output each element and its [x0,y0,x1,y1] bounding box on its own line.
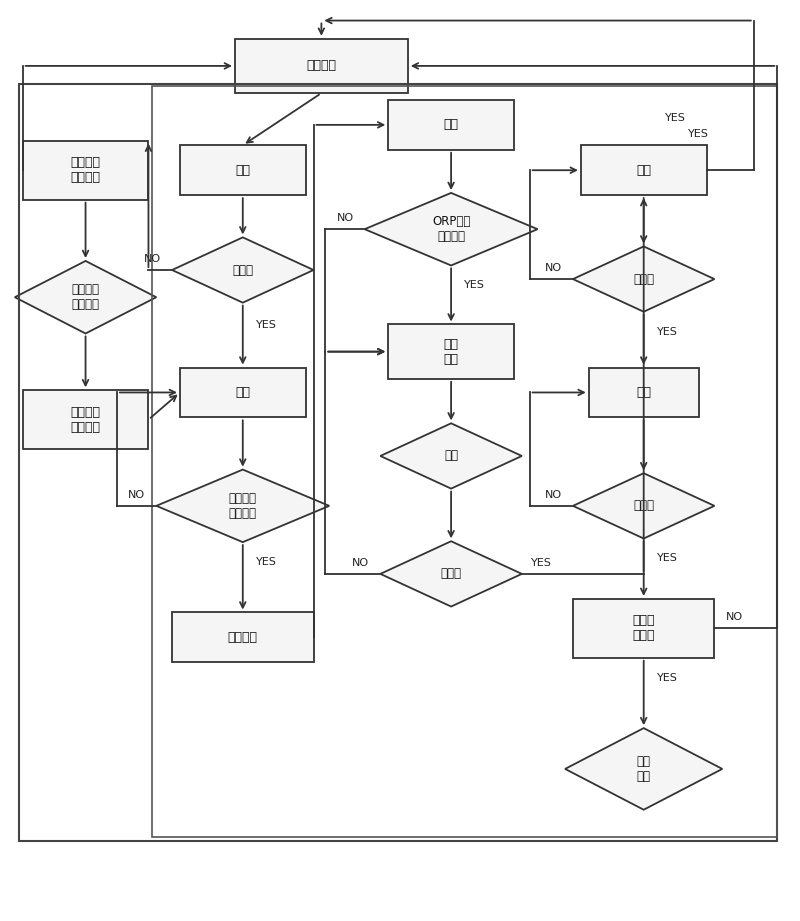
Text: 时间到: 时间到 [633,499,654,512]
Text: 继续曝气
半个小时: 继续曝气 半个小时 [70,157,101,184]
Polygon shape [15,261,156,333]
Text: 静沉: 静沉 [444,449,458,462]
Bar [573,599,714,658]
Text: 时间到: 时间到 [441,567,462,580]
Polygon shape [573,247,714,311]
Text: 曝气: 曝气 [235,386,250,399]
Text: 液位下降
速度达标: 液位下降 速度达标 [229,492,257,519]
Text: 闲置: 闲置 [636,386,651,399]
Bar [152,86,778,837]
Bar [581,146,706,195]
Text: NO: NO [545,263,562,274]
Polygon shape [156,470,330,542]
Text: NO: NO [337,214,354,223]
Bar [180,146,306,195]
Text: NO: NO [545,490,562,500]
Text: 停止曝气: 停止曝气 [228,631,258,644]
Text: YES: YES [665,113,686,123]
Text: 进水: 进水 [235,164,250,177]
Text: 停止曝气
开始搅拌: 停止曝气 开始搅拌 [71,284,99,311]
Text: YES: YES [531,558,552,568]
Bar [172,612,314,662]
Text: NO: NO [144,254,161,264]
Polygon shape [380,424,522,489]
Text: 搅拌: 搅拌 [443,119,458,132]
Text: 系统启动: 系统启动 [306,60,336,73]
Text: 时间到: 时间到 [232,263,254,276]
Text: ORP下降
速度达标: ORP下降 速度达标 [432,216,470,243]
Text: 达到循
环次数: 达到循 环次数 [633,614,655,642]
Text: YES: YES [688,129,709,139]
Polygon shape [172,238,314,303]
Text: NO: NO [352,558,370,568]
Text: 时间到: 时间到 [633,273,654,286]
Text: YES: YES [657,554,678,564]
Polygon shape [380,542,522,607]
Polygon shape [565,729,722,810]
Bar [18,84,778,842]
Bar [180,367,306,417]
Text: NO: NO [128,490,146,500]
Text: NO: NO [726,612,742,623]
Bar [235,39,408,93]
Text: YES: YES [256,557,277,567]
Text: 停止
搅拌: 停止 搅拌 [443,338,458,366]
Bar [22,391,149,449]
Text: YES: YES [464,280,485,290]
Polygon shape [573,473,714,539]
Text: YES: YES [657,672,678,682]
Text: YES: YES [256,321,277,331]
Bar [388,99,514,150]
Text: 继续搅拌
半个小时: 继续搅拌 半个小时 [70,405,101,434]
Text: 排水: 排水 [636,164,651,177]
Text: 系统
结束: 系统 结束 [637,755,650,783]
Bar [388,324,514,379]
Bar [589,367,698,417]
Text: YES: YES [657,327,678,337]
Bar [22,141,149,200]
Polygon shape [365,192,538,265]
